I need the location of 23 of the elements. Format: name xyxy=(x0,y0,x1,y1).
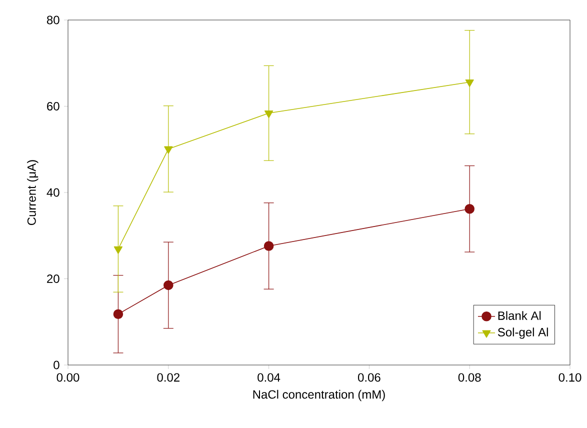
x-tick-label: 0.08 xyxy=(458,373,481,382)
point xyxy=(264,241,274,251)
x-tick-label: 0.06 xyxy=(358,373,380,382)
x-tick-label: 0.10 xyxy=(558,373,582,382)
point xyxy=(164,146,173,154)
x-tick-label: 0.02 xyxy=(157,373,180,382)
legend-label: Blank Al xyxy=(498,311,541,320)
x-tick-label: 0.00 xyxy=(56,373,80,382)
point xyxy=(114,246,122,254)
y-tick-label: 0 xyxy=(54,360,60,370)
point xyxy=(464,204,475,214)
legend-label: Sol-gel Al xyxy=(498,328,548,339)
y-tick-label: 20 xyxy=(47,274,60,284)
y-axis-title: Current (μA) xyxy=(27,160,38,226)
y-tick-label: 80 xyxy=(46,16,60,24)
point xyxy=(465,79,474,87)
y-tick-label: 60 xyxy=(47,102,60,111)
point xyxy=(113,309,124,320)
point xyxy=(164,280,174,290)
y-tick-label: 40 xyxy=(46,188,60,197)
x-axis-title: NaCl concentration (mM) xyxy=(253,390,385,402)
point xyxy=(264,110,274,118)
x-tick-label: 0.04 xyxy=(258,373,280,382)
